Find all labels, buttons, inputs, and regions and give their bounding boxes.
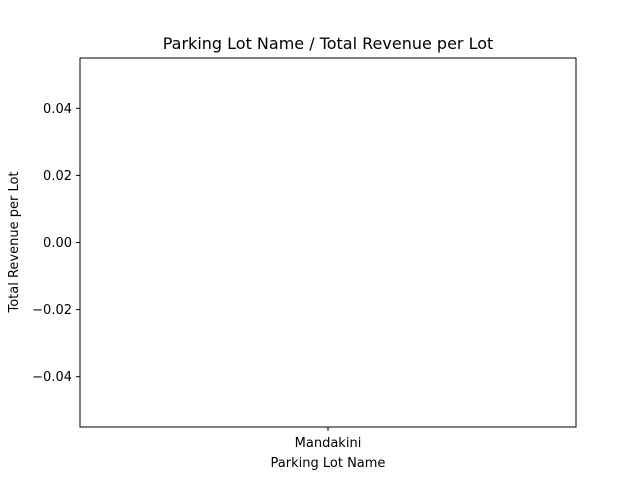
y-tick-label: 0.02	[43, 169, 72, 184]
y-tick-label: −0.02	[32, 303, 72, 318]
y-tick-label: −0.04	[32, 370, 72, 385]
plot-area	[79, 57, 577, 428]
x-tick-label: Mandakini	[295, 436, 362, 451]
x-axis-label: Parking Lot Name	[271, 456, 386, 471]
y-axis-label: Total Revenue per Lot	[7, 171, 22, 313]
x-axis: Mandakini	[295, 427, 362, 451]
y-tick-label: 0.00	[43, 236, 72, 251]
y-axis: 0.04 0.02 0.00 −0.02 −0.04	[32, 102, 80, 385]
y-tick-label: 0.04	[43, 102, 72, 117]
chart-title: Parking Lot Name / Total Revenue per Lot	[163, 34, 494, 53]
